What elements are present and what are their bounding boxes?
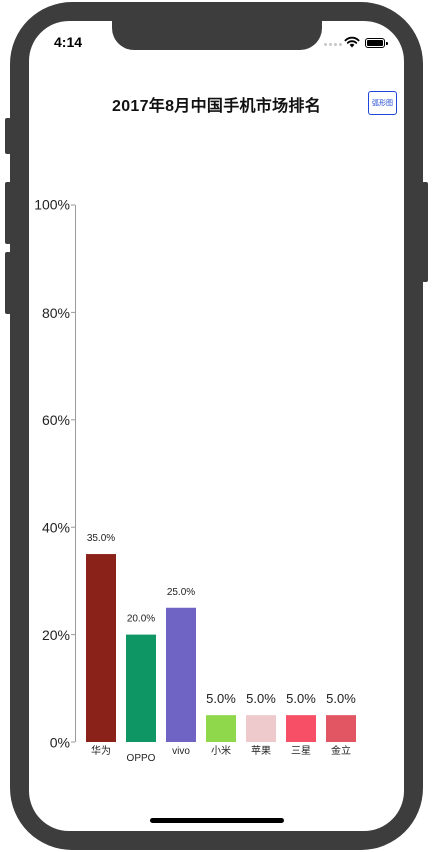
bar	[246, 715, 276, 742]
power-button	[422, 182, 428, 282]
x-tick-label: 金立	[331, 744, 351, 757]
x-tick-label: 华为	[91, 744, 111, 757]
y-tick-label: 100%	[34, 196, 70, 212]
bar-chart: 0% 20% 40% 60% 80% 100% 35.0% 华为 20.0% OPPO 25.0%…	[29, 21, 404, 831]
data-label: 5.0%	[246, 691, 276, 706]
home-indicator	[150, 818, 284, 823]
y-tick-label: 60%	[42, 412, 70, 428]
x-tick-label: vivo	[172, 746, 190, 757]
data-label: 5.0%	[326, 691, 356, 706]
volume-up-button	[5, 182, 11, 244]
x-tick-label: 三星	[291, 745, 311, 757]
data-label: 25.0%	[167, 587, 195, 598]
volume-down-button	[5, 252, 11, 314]
bar	[286, 715, 316, 742]
y-tick-label: 0%	[50, 734, 70, 750]
x-tick-label: OPPO	[127, 753, 156, 764]
x-tick-label: 小米	[211, 744, 231, 757]
data-label: 5.0%	[206, 691, 236, 706]
x-tick-label: 苹果	[251, 744, 271, 757]
y-tick-label: 80%	[42, 305, 70, 321]
data-label: 35.0%	[87, 533, 115, 544]
bar	[206, 715, 236, 742]
y-tick-label: 40%	[42, 520, 70, 536]
mute-switch	[5, 118, 11, 154]
bar	[326, 715, 356, 742]
data-label: 20.0%	[127, 614, 155, 625]
screen: 4:14 2017年8月中国手机市场排名 弧形图 0% 20% 40% 60% 80% 1…	[29, 21, 404, 831]
y-tick-label: 20%	[42, 627, 70, 643]
bar	[166, 608, 196, 742]
bar	[126, 635, 156, 742]
data-label: 5.0%	[286, 691, 316, 706]
bar	[86, 554, 116, 742]
